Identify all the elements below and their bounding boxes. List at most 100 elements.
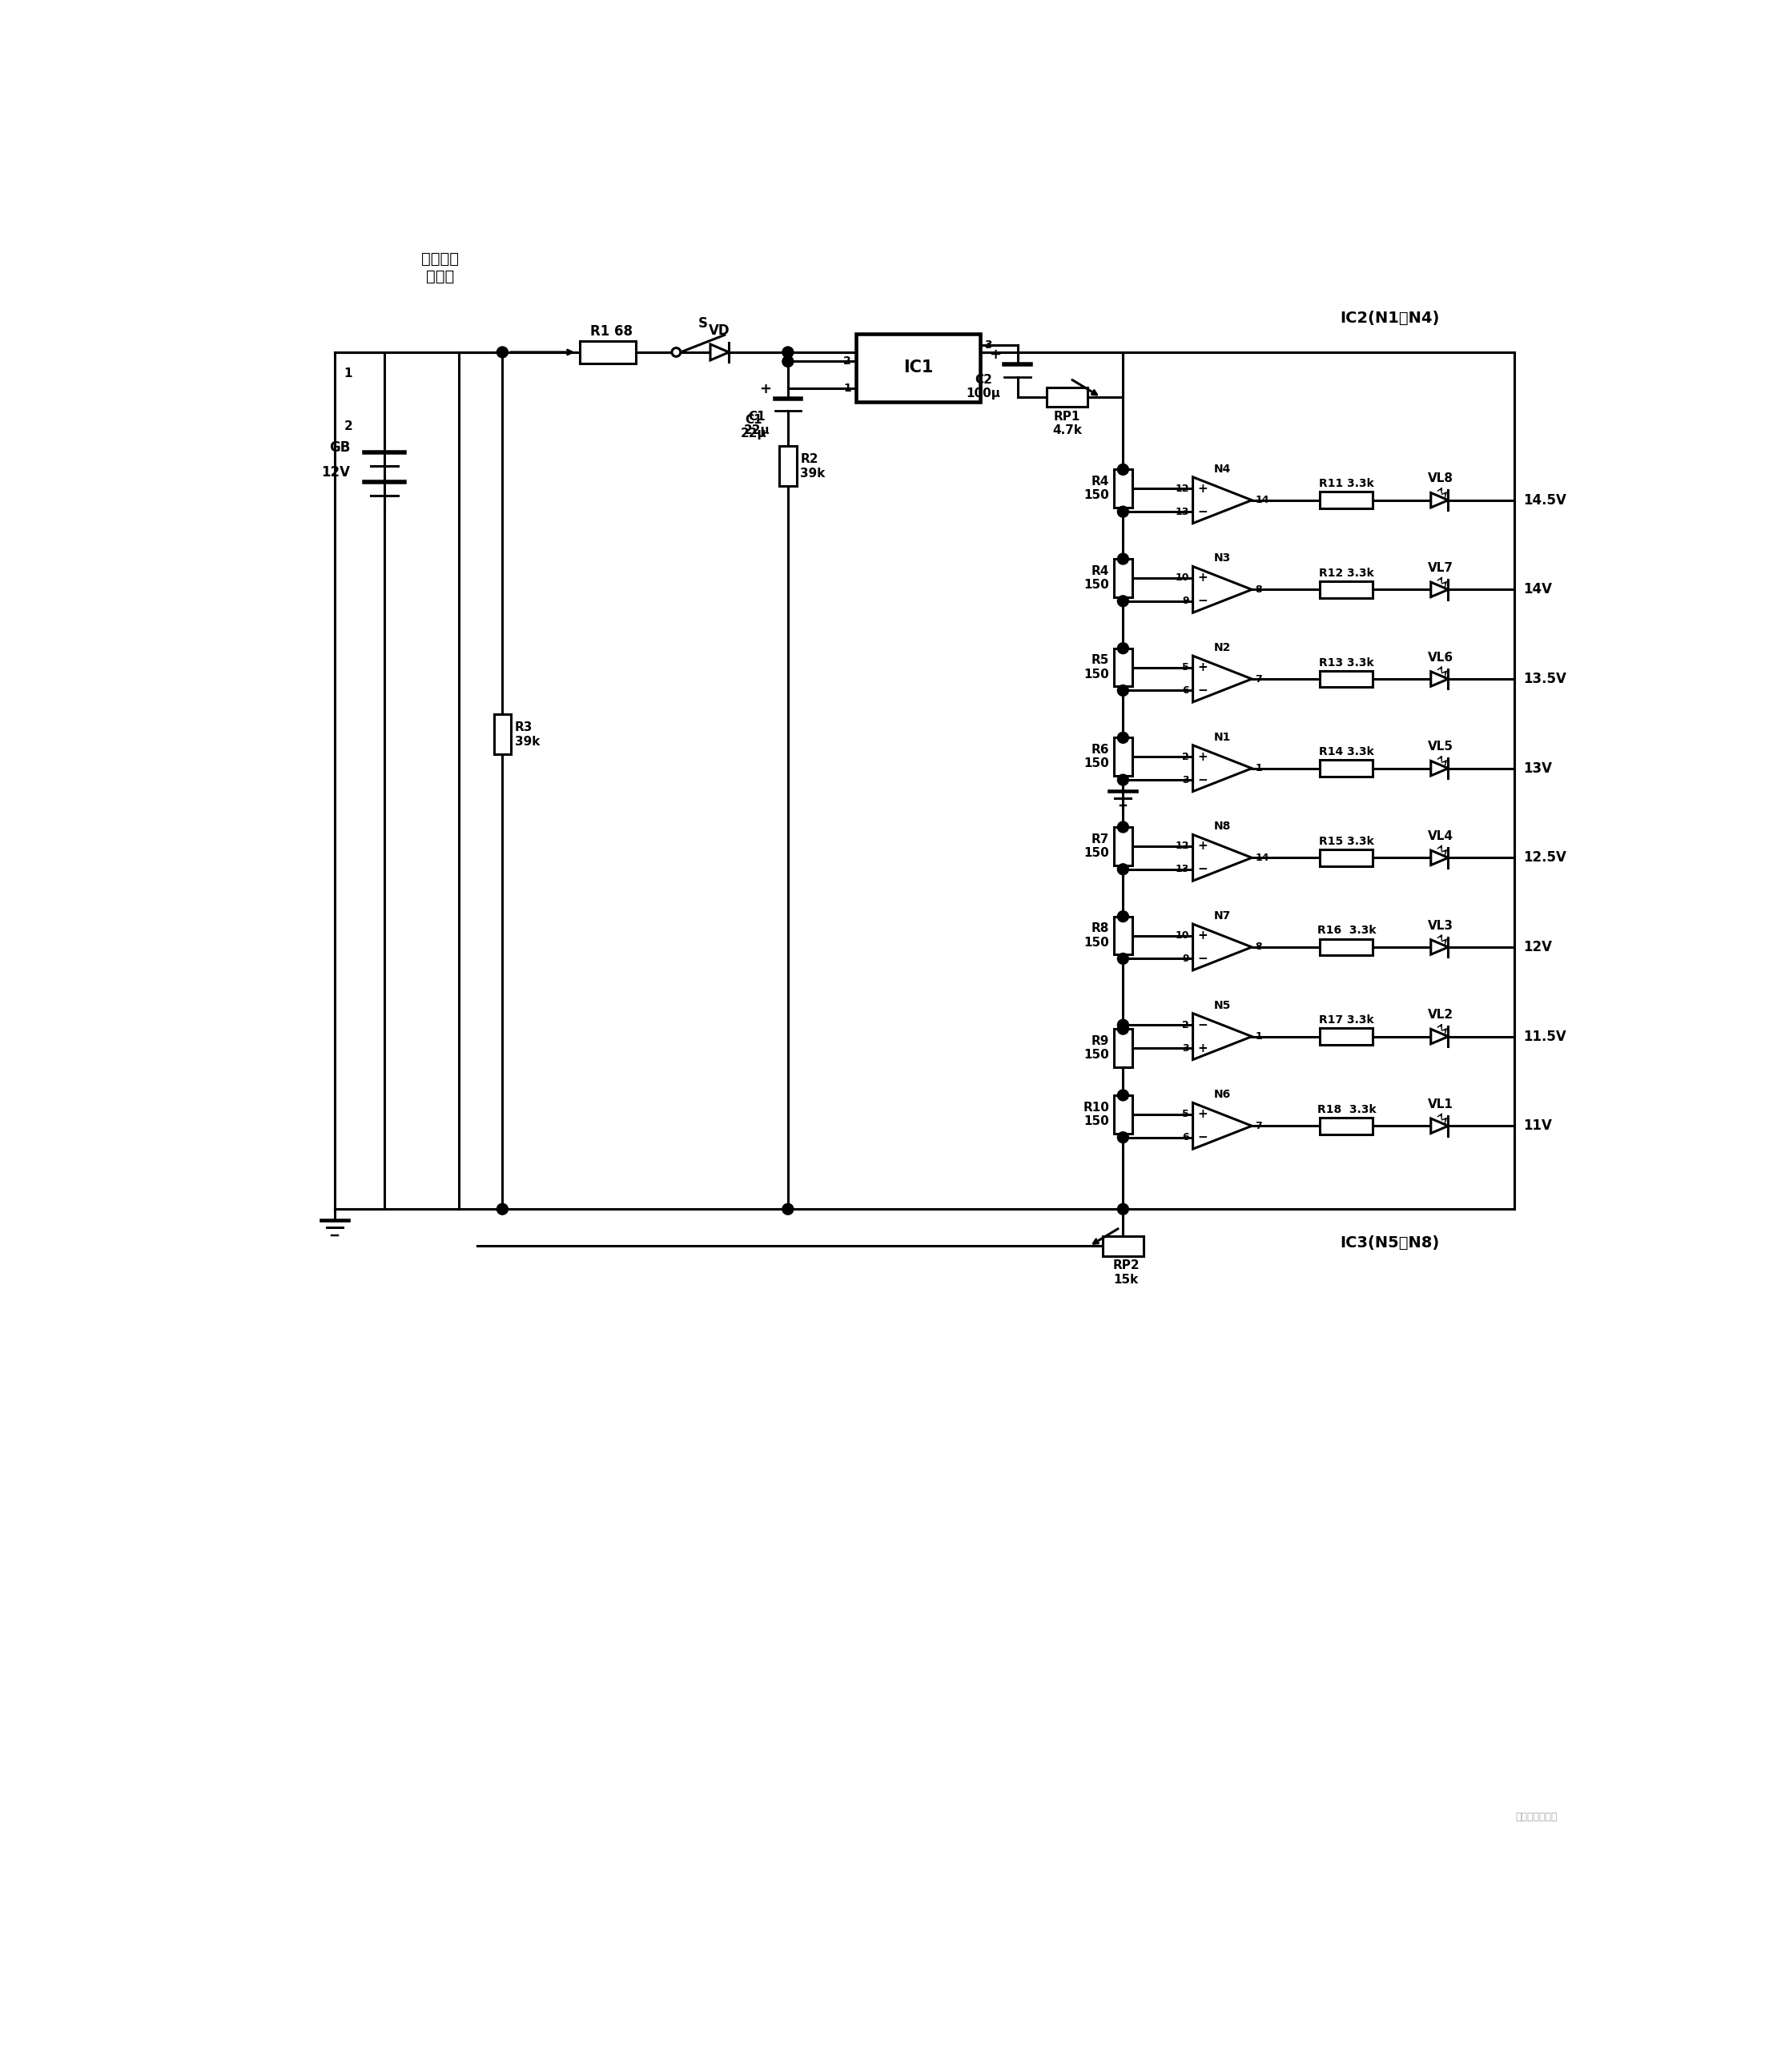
Bar — [1321, 671, 1373, 688]
Bar — [1321, 1117, 1373, 1133]
Circle shape — [671, 348, 680, 356]
Text: 8: 8 — [1255, 943, 1262, 953]
Text: 12: 12 — [1175, 483, 1189, 493]
Bar — [580, 342, 635, 363]
Text: VL2: VL2 — [1428, 1009, 1453, 1021]
Text: 10: 10 — [1175, 572, 1189, 582]
Text: +: + — [1198, 661, 1208, 673]
Text: 7: 7 — [1255, 673, 1262, 684]
Text: S: S — [698, 317, 707, 332]
Text: 5: 5 — [1182, 663, 1189, 673]
Polygon shape — [1192, 1102, 1251, 1150]
Text: −: − — [1198, 595, 1208, 607]
Text: 14.5V: 14.5V — [1523, 493, 1567, 508]
Text: GB: GB — [328, 441, 350, 456]
Circle shape — [1117, 1090, 1128, 1100]
Text: N6: N6 — [1214, 1090, 1232, 1100]
Bar — [1321, 760, 1373, 777]
Circle shape — [782, 356, 794, 367]
Text: 8: 8 — [1255, 584, 1262, 595]
Text: 12.5V: 12.5V — [1523, 850, 1567, 864]
Text: N4: N4 — [1214, 464, 1232, 474]
Text: 10: 10 — [1175, 930, 1189, 941]
Text: R1 68: R1 68 — [589, 323, 632, 338]
Polygon shape — [1432, 582, 1448, 597]
Bar — [1321, 491, 1373, 508]
Text: R18  3.3k: R18 3.3k — [1317, 1104, 1376, 1115]
Text: VL3: VL3 — [1428, 920, 1453, 932]
Text: R4
150: R4 150 — [1083, 477, 1110, 501]
Text: 2: 2 — [1182, 1019, 1189, 1030]
Text: R11 3.3k: R11 3.3k — [1319, 479, 1374, 489]
Polygon shape — [1192, 746, 1251, 792]
Text: 12: 12 — [1175, 841, 1189, 852]
Polygon shape — [1432, 1030, 1448, 1044]
Polygon shape — [1192, 835, 1251, 881]
Text: VL4: VL4 — [1428, 831, 1453, 843]
Circle shape — [1117, 821, 1128, 833]
Text: C2
100μ: C2 100μ — [966, 373, 1001, 400]
Text: IC3(N5～N8): IC3(N5～N8) — [1341, 1235, 1440, 1251]
Circle shape — [1117, 912, 1128, 922]
Bar — [780, 445, 796, 487]
Circle shape — [1117, 595, 1128, 607]
Text: N7: N7 — [1214, 910, 1232, 922]
Bar — [1114, 559, 1132, 597]
Text: 13.5V: 13.5V — [1523, 671, 1567, 686]
Text: N3: N3 — [1214, 553, 1232, 564]
Polygon shape — [1192, 477, 1251, 524]
Text: 12V: 12V — [321, 466, 350, 479]
Text: 1: 1 — [1255, 762, 1262, 773]
Polygon shape — [710, 344, 728, 361]
Text: R6
150: R6 150 — [1083, 744, 1110, 769]
Text: 14: 14 — [1255, 852, 1269, 862]
Circle shape — [496, 346, 509, 358]
Bar — [1321, 850, 1373, 866]
Text: N5: N5 — [1214, 999, 1232, 1011]
Text: R13 3.3k: R13 3.3k — [1319, 657, 1374, 667]
Text: −: − — [1198, 684, 1208, 696]
Text: R2
39k: R2 39k — [800, 454, 825, 479]
Text: 3: 3 — [984, 340, 992, 350]
Text: −: − — [1198, 773, 1208, 785]
Text: 9: 9 — [1182, 953, 1189, 963]
Polygon shape — [1432, 1119, 1448, 1133]
Circle shape — [1117, 686, 1128, 696]
Text: R12 3.3k: R12 3.3k — [1319, 568, 1374, 578]
Polygon shape — [1432, 671, 1448, 686]
Text: 5: 5 — [1182, 1109, 1189, 1119]
Polygon shape — [1432, 941, 1448, 955]
Bar — [1321, 939, 1373, 955]
Bar — [1114, 470, 1132, 508]
Text: +: + — [1198, 839, 1208, 852]
Polygon shape — [1432, 760, 1448, 775]
Circle shape — [1117, 642, 1128, 655]
Text: 14: 14 — [1255, 495, 1269, 506]
Bar — [1103, 1237, 1142, 1256]
Text: 1: 1 — [1255, 1032, 1262, 1042]
Text: N8: N8 — [1214, 821, 1232, 833]
Text: C1
22μ: C1 22μ — [741, 414, 768, 439]
Bar — [1114, 649, 1132, 686]
Text: VL8: VL8 — [1428, 472, 1453, 485]
Bar — [1114, 1096, 1132, 1133]
Text: 6: 6 — [1182, 1131, 1189, 1142]
Text: 1: 1 — [843, 383, 851, 394]
Text: −: − — [1198, 1131, 1208, 1144]
Text: N2: N2 — [1214, 642, 1232, 653]
Text: 13: 13 — [1175, 864, 1189, 874]
Circle shape — [1117, 864, 1128, 874]
Text: R14 3.3k: R14 3.3k — [1319, 746, 1374, 758]
Text: VL7: VL7 — [1428, 562, 1453, 574]
Text: 13: 13 — [1175, 506, 1189, 516]
Text: 9: 9 — [1182, 597, 1189, 607]
Bar — [1114, 1030, 1132, 1067]
Bar — [1114, 738, 1132, 775]
Text: 3: 3 — [1182, 1042, 1189, 1053]
Text: 2: 2 — [843, 356, 851, 367]
Text: 13V: 13V — [1523, 760, 1553, 775]
Circle shape — [496, 1204, 509, 1214]
Text: R16  3.3k: R16 3.3k — [1317, 924, 1376, 937]
Polygon shape — [1192, 566, 1251, 613]
Text: R9
150: R9 150 — [1083, 1036, 1110, 1061]
